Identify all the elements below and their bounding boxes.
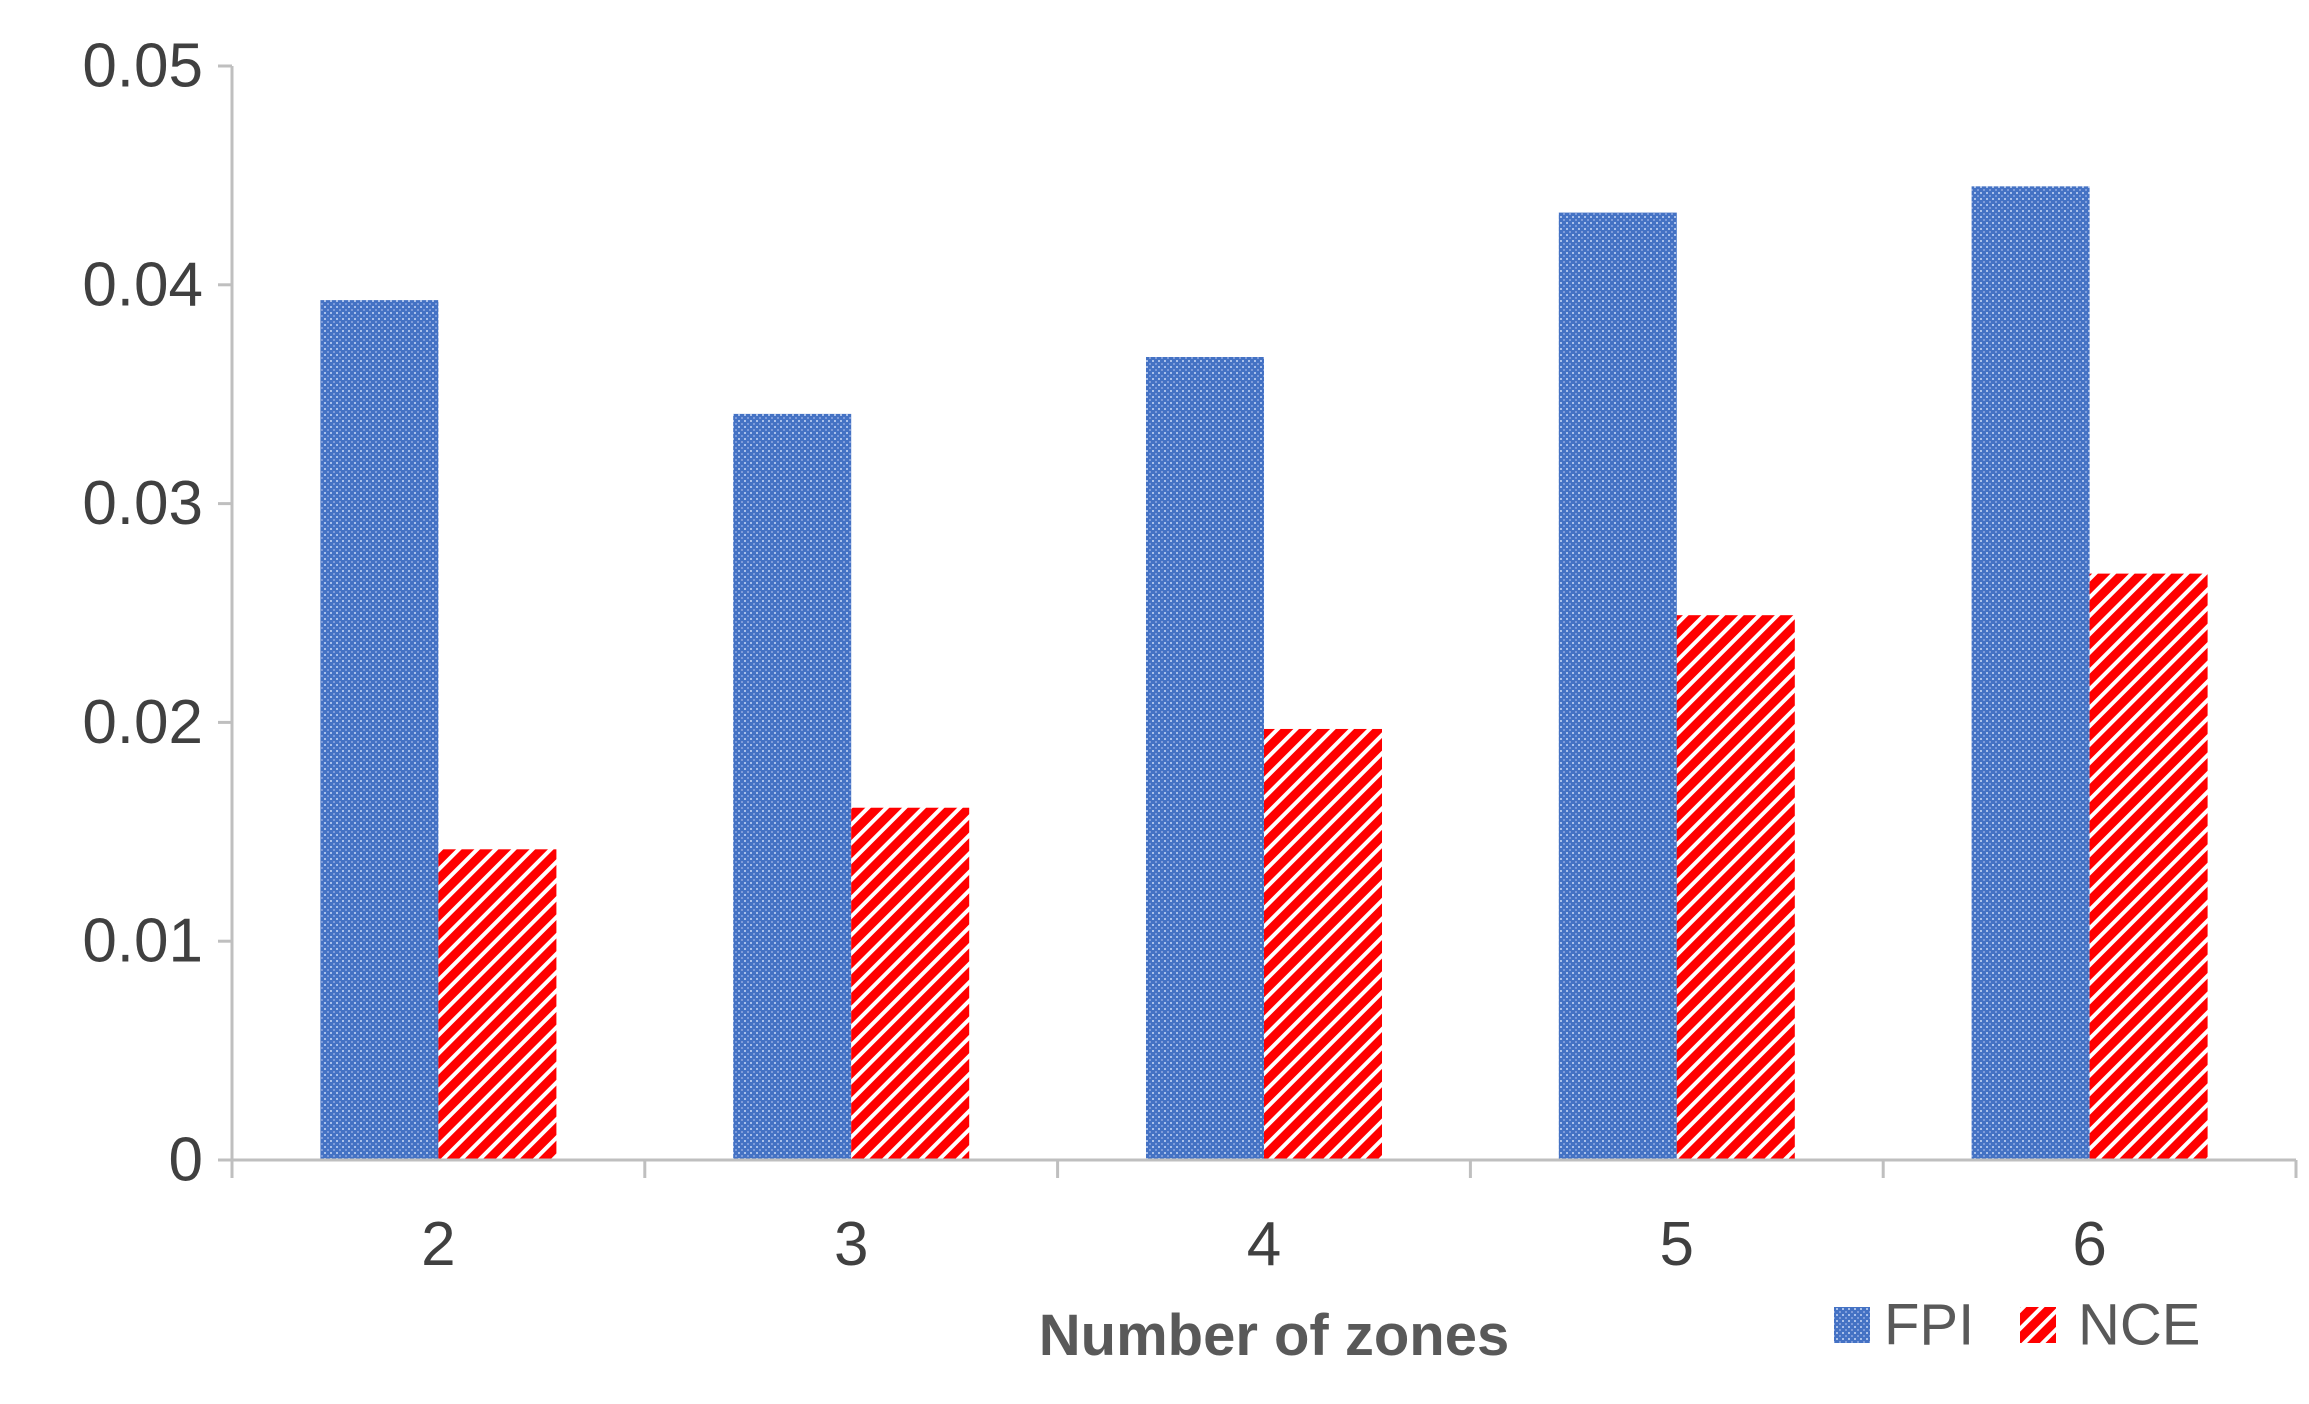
x-tick-label: 6 (2072, 1210, 2106, 1279)
legend-swatch-nce (2020, 1307, 2056, 1343)
x-tick-label: 5 (1660, 1210, 1694, 1279)
bar-fpi-5 (1558, 212, 1677, 1160)
y-tick-label: 0.01 (82, 907, 203, 976)
y-tick-label: 0 (169, 1126, 203, 1195)
y-axis-tick-labels: 0 0.01 0.02 0.03 0.04 0.05 (82, 32, 203, 1195)
bar-nce-4 (1264, 728, 1382, 1160)
bar-nce-2 (438, 849, 557, 1160)
y-tick-label: 0.04 (82, 250, 203, 319)
legend-swatch-fpi (1834, 1307, 1870, 1343)
x-tick-label: 4 (1247, 1210, 1281, 1279)
axes-group (218, 64, 2298, 1178)
y-tick-label: 0.05 (82, 32, 203, 101)
bar-fpi-2 (320, 300, 439, 1161)
legend: FPI NCE (1834, 1293, 2200, 1358)
bar-nce-5 (1676, 615, 1795, 1160)
bar-fpi-6 (1971, 186, 2090, 1161)
y-tick-label: 0.03 (82, 469, 203, 538)
x-tick-label: 2 (421, 1210, 455, 1279)
legend-label-fpi: FPI (1884, 1293, 1974, 1358)
y-tick-label: 0.02 (82, 688, 203, 757)
x-axis-tick-labels: 2 3 4 5 6 (421, 1210, 2107, 1279)
bar-fpi-4 (1146, 357, 1264, 1160)
bars-group (320, 186, 2208, 1161)
bar-nce-6 (2089, 573, 2208, 1160)
x-tick-label: 3 (834, 1210, 868, 1279)
bar-nce-3 (851, 807, 970, 1160)
bar-fpi-3 (733, 413, 852, 1161)
x-axis-title: Number of zones (1039, 1303, 1510, 1368)
legend-label-nce: NCE (2078, 1293, 2200, 1358)
